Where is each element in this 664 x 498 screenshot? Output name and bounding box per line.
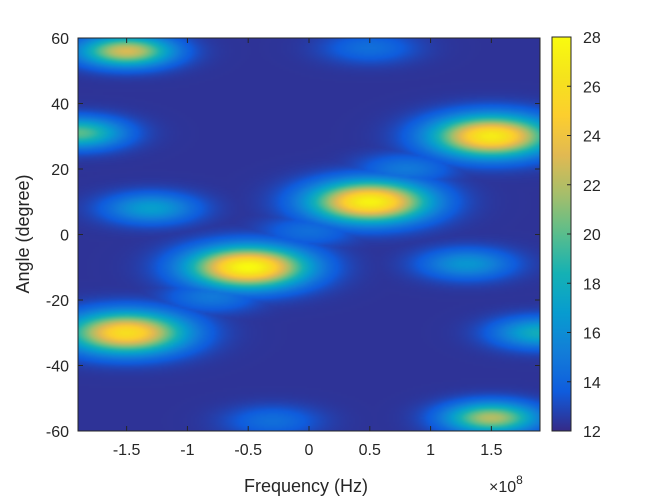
colorbar-tick-label: 14	[583, 375, 601, 392]
colorbar-tick-label: 20	[583, 227, 601, 244]
colorbar-tick-label: 28	[583, 30, 601, 47]
y-tick-label: -40	[46, 359, 69, 376]
x-axis-label: Frequency (Hz)	[244, 476, 368, 496]
x-tick-label: -1	[180, 442, 194, 459]
y-tick-label: -60	[46, 424, 69, 441]
x-axis: -1.5 -1 -0.5 0 0.5 1 1.5	[113, 38, 503, 459]
y-tick-label: 40	[51, 97, 69, 114]
heatmap-image	[78, 38, 540, 431]
colorbar-tick-label: 26	[583, 79, 601, 96]
y-tick-label: 0	[60, 228, 69, 245]
y-tick-label: 60	[51, 31, 69, 48]
y-axis-label: Angle (degree)	[13, 174, 33, 293]
x-tick-label: 1.5	[480, 442, 502, 459]
x-tick-label: 1	[426, 442, 435, 459]
x-tick-label: 0	[305, 442, 314, 459]
plot-area	[77, 37, 541, 432]
y-tick-label: 20	[51, 162, 69, 179]
y-axis: -60 -40 -20 0 20 40 60	[46, 31, 540, 441]
colorbar-tick-label: 18	[583, 276, 601, 293]
colorbar: 12 14 16 18 20 22 24 26 28	[551, 30, 601, 441]
colorbar-tick-label: 16	[583, 326, 601, 343]
x-multiplier-label: ×108	[489, 473, 523, 496]
x-tick-label: -1.5	[113, 442, 141, 459]
x-tick-label: -0.5	[234, 442, 262, 459]
y-tick-label: -20	[46, 293, 69, 310]
x-tick-label: 0.5	[359, 442, 381, 459]
colorbar-ticks: 12 14 16 18 20 22 24 26 28	[567, 30, 601, 441]
colorbar-tick-label: 22	[583, 178, 601, 195]
colorbar-tick-label: 12	[583, 424, 601, 441]
colorbar-tick-label: 24	[583, 129, 601, 146]
